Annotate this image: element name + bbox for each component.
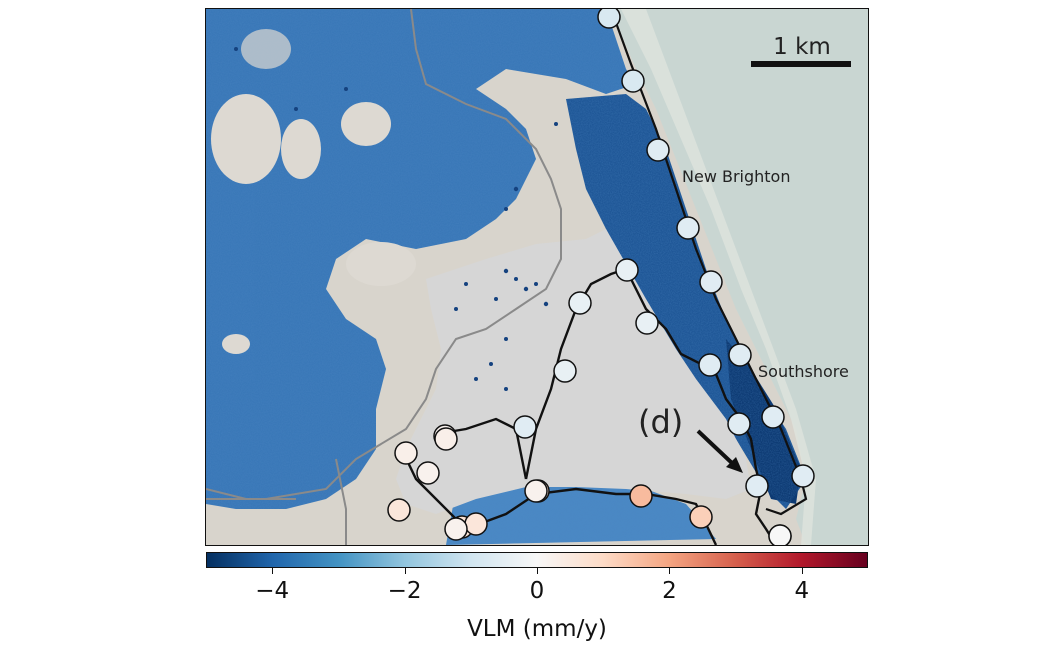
colorbar-tick	[272, 568, 274, 574]
station-marker	[791, 464, 815, 488]
annotation-arrow	[696, 429, 743, 473]
station-marker	[728, 343, 752, 367]
station-marker	[434, 427, 458, 451]
station-marker	[635, 311, 659, 335]
station-marker	[699, 270, 723, 294]
colorbar-tick-label: 0	[529, 578, 545, 604]
station-marker	[597, 9, 621, 29]
colorbar-tick	[669, 568, 671, 574]
insar-points	[234, 47, 558, 391]
colorbar-tick	[801, 568, 803, 574]
station-marker	[689, 505, 713, 529]
station-marker	[524, 479, 548, 503]
urban-gap	[211, 94, 281, 184]
colorbar-tick-label: −4	[255, 578, 290, 604]
station-marker	[676, 216, 700, 240]
colorbar	[206, 552, 868, 568]
station-marker	[387, 498, 411, 522]
colorbar-tick-label: −2	[387, 578, 422, 604]
station-marker	[768, 524, 792, 545]
vlm-station-markers	[387, 9, 815, 545]
scale-bar: 1 km	[751, 34, 851, 67]
colorbar-tick	[404, 568, 406, 574]
station-marker	[761, 405, 785, 429]
colorbar-tick	[537, 568, 538, 574]
colorbar-gradient	[206, 552, 868, 568]
station-marker	[568, 291, 592, 315]
station-marker	[615, 258, 639, 282]
place-label-southshore: Southshore	[758, 362, 849, 381]
station-marker	[646, 138, 670, 162]
annotation-label-d: (d)	[638, 403, 683, 441]
station-marker	[394, 441, 418, 465]
estuary-boundary	[402, 267, 778, 545]
road-lines	[206, 9, 562, 545]
side-road	[206, 488, 296, 500]
station-marker	[727, 412, 751, 436]
colorbar-tick-label: 2	[662, 578, 677, 604]
urban-gap	[241, 29, 291, 69]
station-marker	[553, 359, 577, 383]
urban-gap	[222, 334, 250, 354]
station-marker	[698, 353, 722, 377]
main-road	[206, 9, 562, 500]
station-marker	[464, 512, 488, 536]
urban-gap	[346, 242, 416, 286]
urban-gap	[281, 119, 321, 179]
vlm-map: 1 km New Brighton Southshore (d)	[205, 8, 869, 546]
scale-bar-label: 1 km	[773, 34, 831, 60]
urban-gap	[341, 102, 391, 146]
colorbar-title: VLM (mm/y)	[467, 616, 607, 642]
station-marker	[444, 517, 468, 541]
place-label-new-brighton: New Brighton	[682, 167, 790, 186]
side-road	[335, 458, 347, 545]
colorbar-tick-label: 4	[794, 578, 810, 604]
station-marker	[621, 69, 645, 93]
station-marker	[513, 415, 537, 439]
station-marker	[629, 484, 653, 508]
station-marker	[416, 461, 440, 485]
coastline	[609, 9, 808, 516]
scale-bar-line	[751, 61, 851, 67]
station-marker	[745, 474, 769, 498]
